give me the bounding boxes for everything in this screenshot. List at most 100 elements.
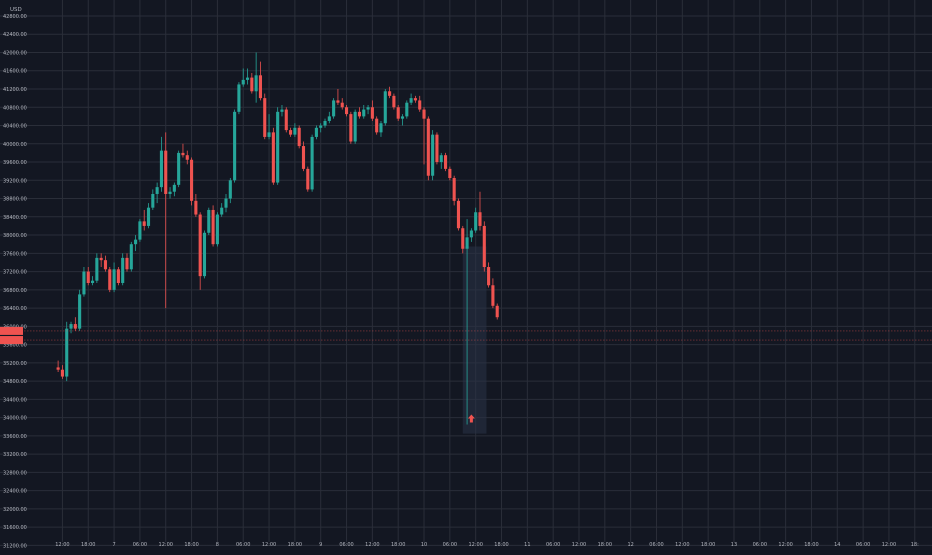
candle-body: [116, 269, 120, 283]
candle-body: [202, 232, 207, 277]
candle-body: [86, 271, 90, 283]
x-tick-label: 06:00: [856, 542, 870, 548]
price-axis[interactable]: 42800.00 42400.00 42000.00 41600.00 41200.00…: [3, 14, 27, 549]
x-tick-label: 12:00: [262, 542, 276, 548]
candle-body: [319, 125, 323, 128]
candle-body: [56, 367, 60, 370]
y-tick-label: 37200.00: [3, 270, 27, 276]
x-tick-label: 12:00: [572, 542, 586, 548]
candle-body: [134, 239, 138, 245]
y-tick-label: 41600.00: [3, 69, 27, 75]
candle-body: [495, 305, 499, 318]
y-tick-label: 35200.00: [3, 361, 27, 367]
candle-body: [426, 118, 430, 176]
x-tick-label: 12:00: [675, 542, 689, 548]
candle-body: [263, 98, 267, 137]
y-tick-label: 41200.00: [3, 87, 27, 93]
x-tick-label: 18:00: [391, 542, 405, 548]
candle-body: [349, 114, 353, 142]
candle-body: [366, 107, 370, 110]
candle-body: [108, 269, 112, 290]
candle-body: [190, 159, 194, 201]
x-tick-label: 18:00: [288, 542, 302, 548]
candle-body: [82, 271, 86, 295]
y-tick-label: 40000.00: [3, 142, 27, 148]
candle-body: [245, 77, 250, 80]
x-tick-label: 18:00: [184, 542, 198, 548]
candle-body: [388, 91, 392, 96]
candle-body: [469, 230, 473, 238]
y-tick-label: 39200.00: [3, 178, 27, 184]
price-tag: [0, 336, 23, 345]
candle-body: [168, 191, 172, 194]
candle-body: [448, 168, 452, 179]
x-tick-label: 7: [112, 542, 115, 548]
candle-body: [344, 107, 349, 115]
candle-body: [310, 136, 314, 190]
markers: [467, 414, 475, 423]
candle-body: [461, 228, 465, 249]
candle-body: [444, 155, 448, 169]
y-tick-label: 34400.00: [3, 397, 27, 403]
x-tick-label: 18:: [911, 542, 919, 548]
y-tick-label: 42400.00: [3, 32, 27, 38]
price-tags: [0, 326, 932, 345]
y-tick-label: 33600.00: [3, 434, 27, 440]
y-tick-label: 36400.00: [3, 306, 27, 312]
candle-body: [224, 198, 228, 208]
x-tick-label: 8: [216, 542, 219, 548]
y-tick-label: 38800.00: [3, 197, 27, 203]
candle-body: [142, 221, 146, 226]
candle-body: [336, 100, 340, 103]
candle-body: [78, 294, 82, 329]
x-tick-label: 12:00: [365, 542, 379, 548]
candle-body: [198, 214, 202, 277]
price-tag: [0, 326, 23, 335]
x-tick-label: 10: [421, 542, 427, 548]
y-tick-label: 32000.00: [3, 507, 27, 513]
candle-body: [439, 155, 443, 163]
time-axis[interactable]: 12:00 18:00 7 06:00 12:00 18:00 8 06:00 12:00 18:…: [55, 542, 919, 548]
candle-body: [258, 75, 262, 99]
candle-body: [69, 324, 73, 329]
candle-body: [357, 111, 362, 117]
candle-body: [452, 178, 456, 201]
candle-body: [172, 184, 176, 192]
candle-body: [487, 267, 491, 286]
candle-body: [215, 214, 219, 245]
candles: [56, 52, 499, 425]
candle-body: [375, 118, 379, 133]
x-tick-label: 18:00: [494, 542, 508, 548]
candle-body: [396, 107, 400, 119]
candle-body: [400, 116, 405, 119]
candle-body: [194, 200, 198, 215]
candle-body: [241, 79, 245, 85]
candle-body: [254, 75, 258, 92]
candle-body: [125, 257, 129, 270]
arrow-up-icon: [467, 414, 475, 423]
candle-body: [211, 209, 215, 245]
x-tick-label: 12:00: [468, 542, 482, 548]
candle-body: [456, 200, 461, 229]
x-tick-label: 18:00: [81, 542, 95, 548]
x-tick-label: 9: [319, 542, 322, 548]
x-tick-label: 13: [731, 542, 737, 548]
y-tick-label: 32800.00: [3, 470, 27, 476]
candle-body: [95, 257, 99, 281]
candle-body: [353, 111, 357, 142]
candle-body: [267, 132, 271, 137]
y-tick-label: 40800.00: [3, 105, 27, 111]
candle-body: [185, 155, 189, 160]
x-tick-label: 14: [834, 542, 840, 548]
candle-body: [164, 150, 168, 194]
x-tick-label: 06:00: [649, 542, 663, 548]
y-tick-label: 39600.00: [3, 160, 27, 166]
y-tick-label: 34800.00: [3, 379, 27, 385]
candle-body: [409, 98, 413, 103]
y-tick-label: 31600.00: [3, 525, 27, 531]
candle-body: [91, 280, 95, 283]
x-tick-label: 12:00: [882, 542, 896, 548]
x-tick-label: 12:00: [159, 542, 173, 548]
